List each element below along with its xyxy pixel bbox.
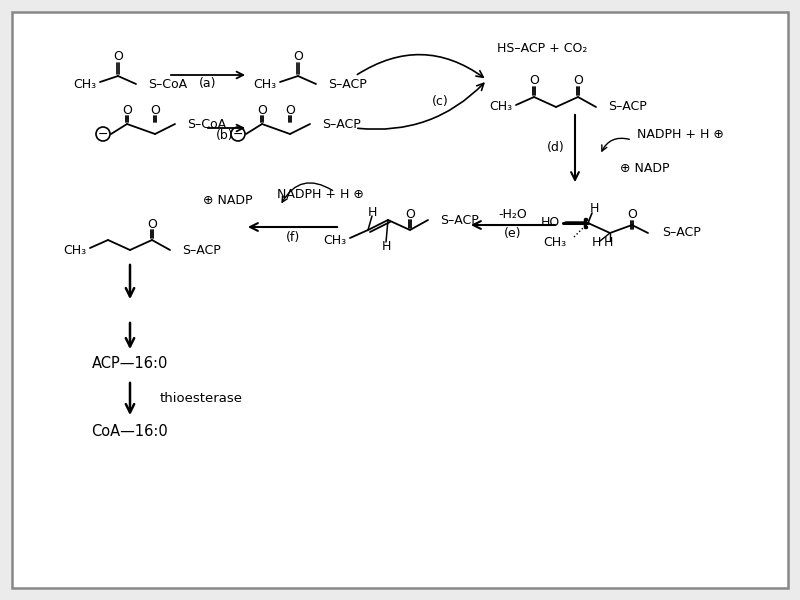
Text: S–CoA: S–CoA	[148, 77, 187, 91]
Text: S–ACP: S–ACP	[440, 214, 478, 226]
Text: (f): (f)	[286, 232, 300, 245]
Text: CH₃: CH₃	[489, 100, 512, 113]
Text: O: O	[293, 50, 303, 64]
Text: (d): (d)	[547, 140, 565, 154]
Text: O: O	[529, 74, 539, 88]
Text: H: H	[382, 239, 390, 253]
Text: H: H	[590, 202, 598, 215]
Text: H: H	[591, 236, 601, 250]
Text: S–ACP: S–ACP	[608, 100, 646, 113]
Text: −: −	[233, 127, 243, 140]
Text: -H₂O: -H₂O	[498, 208, 527, 221]
Text: CH₃: CH₃	[323, 233, 346, 247]
Text: (c): (c)	[432, 95, 448, 109]
Text: −: −	[98, 127, 108, 140]
Text: thioesterase: thioesterase	[160, 392, 243, 406]
Text: O: O	[573, 74, 583, 88]
Text: O: O	[147, 217, 157, 230]
Text: S–ACP: S–ACP	[322, 118, 361, 130]
Text: O: O	[285, 103, 295, 116]
Text: S–ACP: S–ACP	[662, 226, 701, 239]
Text: ⊕ NADP: ⊕ NADP	[620, 161, 670, 175]
Text: S–ACP: S–ACP	[328, 77, 366, 91]
Text: (e): (e)	[504, 227, 522, 241]
Text: (a): (a)	[199, 76, 217, 89]
Text: O: O	[405, 208, 415, 220]
FancyBboxPatch shape	[12, 12, 788, 588]
Text: H: H	[367, 205, 377, 218]
Text: S–ACP: S–ACP	[182, 244, 221, 257]
Text: S–CoA: S–CoA	[187, 118, 226, 130]
Text: O: O	[113, 50, 123, 64]
Text: O: O	[122, 103, 132, 116]
Text: H: H	[603, 236, 613, 250]
Text: CH₃: CH₃	[63, 244, 86, 257]
Text: HS–ACP + CO₂: HS–ACP + CO₂	[497, 41, 587, 55]
Text: O: O	[150, 103, 160, 116]
Text: NADPH + H ⊕: NADPH + H ⊕	[637, 128, 724, 142]
Text: HO: HO	[541, 217, 560, 229]
Text: ⊕ NADP: ⊕ NADP	[203, 193, 253, 206]
Text: ACP—16:0: ACP—16:0	[92, 356, 168, 371]
Text: CoA—16:0: CoA—16:0	[92, 425, 168, 439]
Text: O: O	[627, 208, 637, 221]
Text: NADPH + H ⊕: NADPH + H ⊕	[277, 188, 363, 202]
Text: O: O	[257, 103, 267, 116]
Text: CH₃: CH₃	[253, 77, 276, 91]
Text: CH₃: CH₃	[543, 236, 566, 250]
Text: (b): (b)	[216, 130, 234, 142]
Text: CH₃: CH₃	[73, 77, 96, 91]
